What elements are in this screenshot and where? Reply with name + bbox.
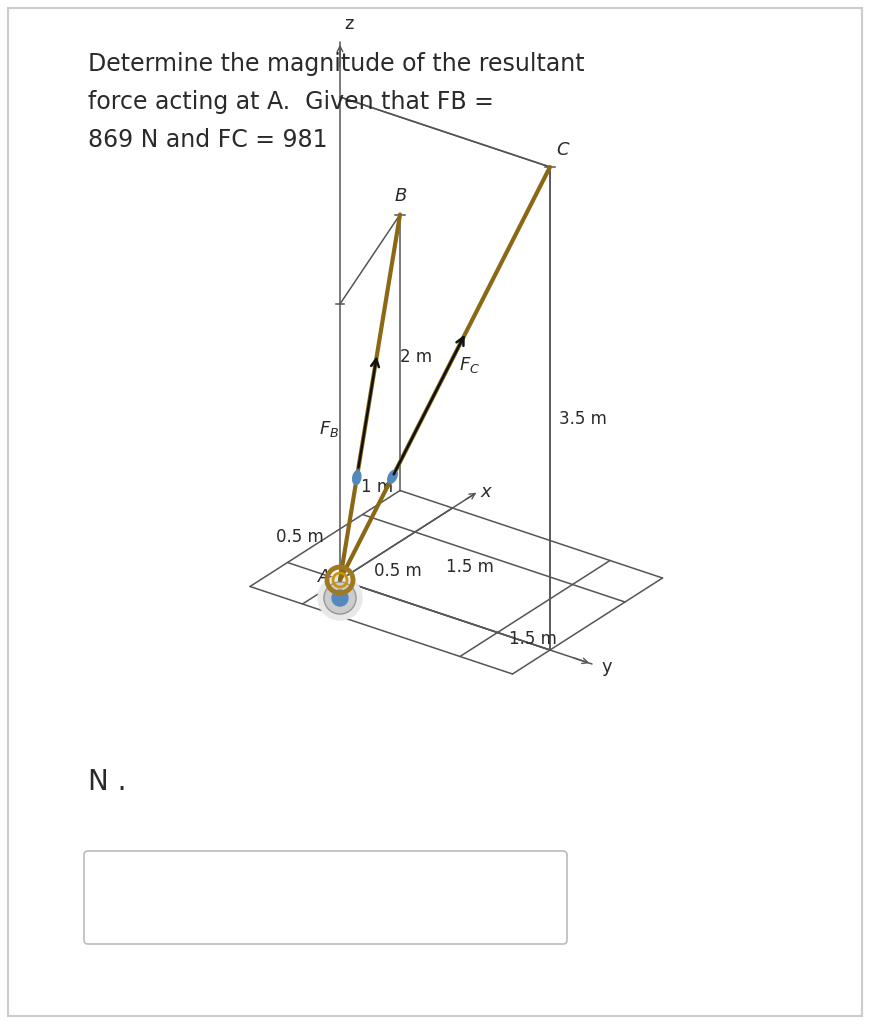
Text: 1.5 m: 1.5 m bbox=[446, 558, 494, 575]
Text: 1 m: 1 m bbox=[361, 478, 393, 497]
Text: $F_C$: $F_C$ bbox=[459, 355, 480, 375]
Circle shape bbox=[318, 575, 362, 620]
Text: B: B bbox=[395, 186, 407, 205]
Ellipse shape bbox=[352, 471, 361, 484]
Text: N .: N . bbox=[88, 768, 126, 796]
Text: force acting at A.  Given that FB =: force acting at A. Given that FB = bbox=[88, 90, 494, 114]
Text: 3.5 m: 3.5 m bbox=[559, 411, 607, 428]
Text: z: z bbox=[343, 15, 353, 33]
Text: 869 N and FC = 981: 869 N and FC = 981 bbox=[88, 128, 327, 152]
Text: Determine the magnitude of the resultant: Determine the magnitude of the resultant bbox=[88, 52, 584, 76]
Text: A: A bbox=[318, 568, 330, 586]
Text: C: C bbox=[555, 141, 568, 159]
Circle shape bbox=[332, 590, 348, 606]
Text: $F_B$: $F_B$ bbox=[319, 419, 339, 439]
Text: 2 m: 2 m bbox=[400, 348, 432, 367]
Circle shape bbox=[323, 582, 355, 614]
Text: 0.5 m: 0.5 m bbox=[374, 561, 421, 580]
Text: 0.5 m: 0.5 m bbox=[276, 528, 323, 547]
Text: 1.5 m: 1.5 m bbox=[508, 630, 556, 647]
Text: x: x bbox=[480, 482, 491, 501]
FancyBboxPatch shape bbox=[84, 851, 567, 944]
Text: y: y bbox=[600, 657, 611, 676]
Ellipse shape bbox=[388, 470, 397, 483]
